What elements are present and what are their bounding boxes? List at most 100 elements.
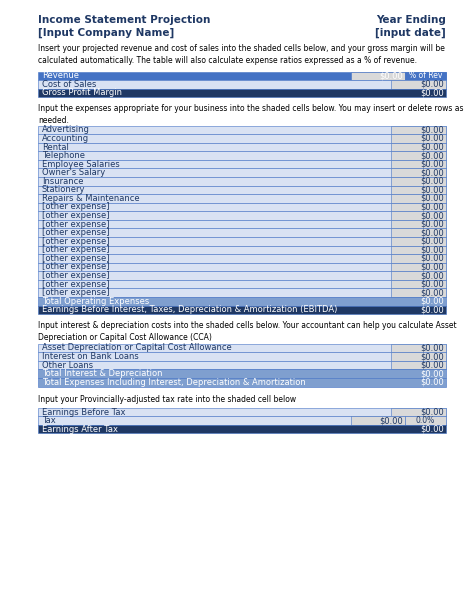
Bar [38,203,446,211]
Bar [391,203,446,211]
Bar [38,160,446,168]
Bar [38,151,446,160]
Text: $0.00: $0.00 [420,352,444,361]
Text: [other expense]: [other expense] [42,254,109,263]
Bar [405,72,446,80]
Text: Telephone: Telephone [42,151,85,160]
Text: Input your Provincially-adjusted tax rate into the shaded cell below: Input your Provincially-adjusted tax rat… [38,395,296,404]
Text: Earnings Before Tax: Earnings Before Tax [42,408,125,417]
Text: $0.00: $0.00 [420,168,444,177]
Bar [391,343,446,352]
Text: Earnings Before Interest, Taxes, Depreciation & Amortization (EBITDA): Earnings Before Interest, Taxes, Depreci… [42,306,337,314]
Bar [391,245,446,254]
Text: % of Rev: % of Rev [409,72,442,80]
Bar [391,151,446,160]
Bar [391,177,446,186]
Bar [38,378,446,387]
Text: $0.00: $0.00 [420,151,444,160]
Text: $0.00: $0.00 [420,254,444,263]
Bar [391,220,446,228]
Bar [38,211,446,220]
Bar [38,262,446,271]
Text: [other expense]: [other expense] [42,211,109,220]
Bar [38,408,446,416]
Bar [391,254,446,262]
Bar [38,343,446,352]
Text: [other expense]: [other expense] [42,245,109,254]
Text: [other expense]: [other expense] [42,262,109,271]
Text: $0.00: $0.00 [420,378,444,387]
Text: Revenue: Revenue [42,72,79,80]
Text: $0.00: $0.00 [420,306,444,314]
Text: $0.00: $0.00 [420,343,444,352]
Text: $0.00: $0.00 [420,89,444,98]
Bar [38,126,446,134]
Text: $0.00: $0.00 [420,142,444,151]
Bar [391,271,446,280]
Text: [other expense]: [other expense] [42,288,109,297]
Text: Cost of Sales: Cost of Sales [42,80,96,89]
Bar [38,228,446,237]
Bar [391,168,446,177]
Text: $0.00: $0.00 [420,177,444,186]
Text: Tax: Tax [42,416,55,425]
Text: [other expense]: [other expense] [42,271,109,280]
Text: $0.00: $0.00 [420,297,444,306]
Bar [391,408,446,416]
Bar [38,134,446,143]
Bar [38,80,446,89]
Text: Owner's Salary: Owner's Salary [42,168,105,177]
Text: $0.00: $0.00 [420,361,444,369]
Text: $0.00: $0.00 [420,271,444,280]
Text: Other Loans: Other Loans [42,361,93,369]
Text: $0.00: $0.00 [380,72,403,80]
Bar [38,288,446,297]
Bar [391,228,446,237]
Text: Accounting: Accounting [42,134,89,143]
Bar [38,177,446,186]
Text: [other expense]: [other expense] [42,203,109,212]
Bar [38,297,446,306]
Bar [38,143,446,151]
Text: [other expense]: [other expense] [42,220,109,229]
Bar [38,352,446,361]
Bar [38,369,446,378]
Bar [38,254,446,262]
Text: Insert your projected revenue and cost of sales into the shaded cells below, and: Insert your projected revenue and cost o… [38,44,445,65]
Bar [38,361,446,369]
Text: Gross Profit Margin: Gross Profit Margin [42,89,122,98]
Text: $0.00: $0.00 [420,245,444,254]
Text: $0.00: $0.00 [420,237,444,246]
Bar [391,288,446,297]
Text: $0.00: $0.00 [420,211,444,220]
Text: $0.00: $0.00 [420,369,444,378]
Text: $0.00: $0.00 [420,160,444,168]
Bar [391,186,446,194]
Text: Advertising: Advertising [42,125,90,134]
Bar [38,168,446,177]
Text: $0.00: $0.00 [380,416,403,425]
Text: Year Ending: Year Ending [376,15,446,25]
Bar [38,89,446,97]
Text: $0.00: $0.00 [420,280,444,288]
Bar [391,211,446,220]
Bar [391,237,446,245]
Text: Earnings After Tax: Earnings After Tax [42,425,118,434]
Text: Repairs & Maintenance: Repairs & Maintenance [42,194,139,203]
Bar [38,194,446,203]
Bar [38,425,446,433]
Bar [405,416,446,425]
Text: Total Interest & Depreciation: Total Interest & Depreciation [42,369,162,378]
Text: $0.00: $0.00 [420,125,444,134]
Text: Employee Salaries: Employee Salaries [42,160,119,168]
Bar [38,186,446,194]
Bar [38,220,446,228]
Text: $0.00: $0.00 [420,186,444,194]
Bar [391,361,446,369]
Bar [38,237,446,245]
Text: [input date]: [input date] [375,28,446,38]
Text: $0.00: $0.00 [420,425,444,434]
Bar [351,416,405,425]
Text: Input the expenses appropriate for your business into the shaded cells below. Yo: Input the expenses appropriate for your … [38,104,464,125]
Text: $0.00: $0.00 [420,194,444,203]
